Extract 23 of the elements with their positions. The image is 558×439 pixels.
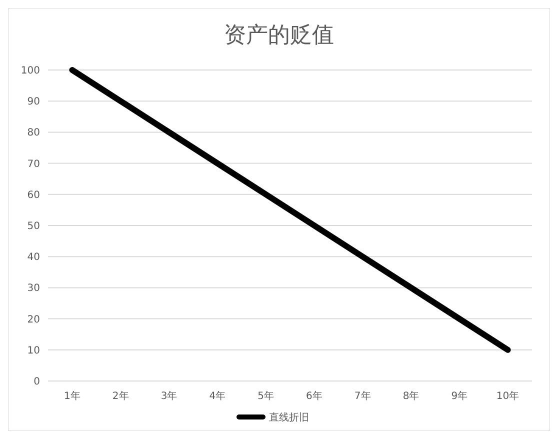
x-tick-label: 1年 [64, 390, 80, 402]
y-tick-label: 70 [27, 158, 40, 170]
chart-title: 资产的贬值 [224, 23, 334, 48]
x-tick-label: 6年 [306, 390, 322, 402]
y-tick-label: 50 [27, 221, 40, 232]
x-tick-label: 7年 [354, 390, 371, 402]
x-tick-label: 5年 [258, 390, 274, 402]
y-tick-label: 30 [27, 283, 40, 294]
y-tick-label: 100 [20, 66, 40, 76]
y-tick-label: 20 [27, 314, 40, 326]
x-tick-label: 4年 [209, 390, 226, 402]
x-tick-label: 10年 [496, 390, 520, 402]
y-tick-label: 10 [27, 345, 40, 356]
x-tick-label: 3年 [160, 390, 178, 402]
y-tick-label: 80 [27, 128, 40, 139]
legend-label: 直线折旧 [269, 412, 309, 424]
y-tick-label: 0 [34, 376, 40, 388]
x-tick-label: 8年 [402, 390, 420, 402]
x-tick-label: 9年 [451, 390, 468, 402]
y-tick-label: 90 [27, 96, 40, 108]
y-tick-label: 60 [27, 190, 40, 201]
y-tick-label: 40 [27, 252, 40, 264]
x-tick-label: 2年 [112, 390, 129, 402]
